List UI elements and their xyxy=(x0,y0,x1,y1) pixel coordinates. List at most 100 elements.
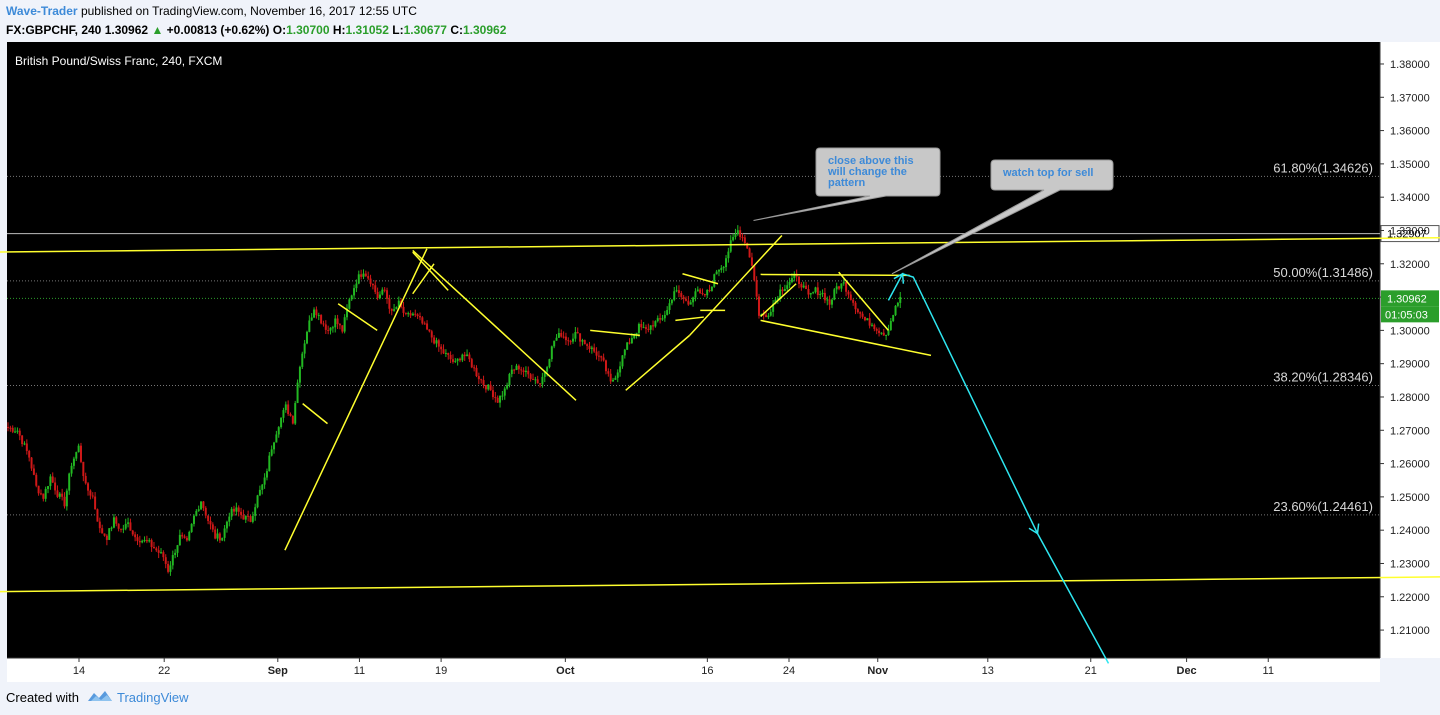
candle-body xyxy=(863,316,866,321)
candle-body xyxy=(706,289,709,296)
candle-body xyxy=(583,340,586,345)
candle-body xyxy=(160,552,163,554)
candle-body xyxy=(896,302,899,306)
created-with-text: Created with xyxy=(6,690,79,705)
last-price-tag xyxy=(1381,290,1439,307)
candle-body xyxy=(892,315,895,322)
fib-level-label: 50.00%(1.31486) xyxy=(1273,265,1373,280)
candle-body xyxy=(873,324,876,330)
candle-body xyxy=(18,430,21,436)
candle-body xyxy=(216,533,219,539)
tradingview-logo-icon[interactable] xyxy=(87,687,113,705)
time-tick-label: Dec xyxy=(1177,665,1197,677)
price-chart[interactable]: 61.80%(1.34626) 50.00%(1.31486) 38.20%(1.2… xyxy=(0,42,1440,682)
candle-body xyxy=(819,294,822,296)
candle-body xyxy=(202,501,205,508)
candle-body xyxy=(616,372,619,378)
candle-body xyxy=(579,333,582,342)
candle-body xyxy=(524,370,527,373)
candle-body xyxy=(322,323,325,325)
candle-body xyxy=(649,325,652,330)
candle-body xyxy=(294,403,297,424)
candle-body xyxy=(338,324,341,326)
candle-body xyxy=(32,468,35,475)
candle-body xyxy=(273,442,276,450)
candle-body xyxy=(727,251,730,259)
candle-body xyxy=(499,395,502,403)
time-axis[interactable] xyxy=(7,658,1380,682)
candle-body xyxy=(228,516,231,522)
candle-body xyxy=(367,276,370,279)
candle-body xyxy=(689,302,692,305)
price-tick-label: 1.28000 xyxy=(1390,392,1430,404)
candle-body xyxy=(574,332,577,339)
candle-body xyxy=(386,290,389,299)
candle-body xyxy=(89,490,92,496)
time-tick-label: 14 xyxy=(73,665,85,677)
candle-body xyxy=(96,509,99,522)
sep-rally-line xyxy=(284,248,428,551)
candle-body xyxy=(404,312,407,314)
candle-body xyxy=(207,515,210,521)
candle-body xyxy=(324,324,327,330)
candle-body xyxy=(480,379,483,381)
callout-text: watch top for sell xyxy=(1002,167,1093,179)
candle-body xyxy=(793,273,796,279)
candle-body xyxy=(167,563,170,572)
time-tick-label: Nov xyxy=(867,665,889,677)
candle-body xyxy=(762,314,765,316)
candle-body xyxy=(619,366,622,373)
author-link[interactable]: Wave-Trader xyxy=(6,4,78,18)
candle-body xyxy=(44,488,47,499)
candle-body xyxy=(91,495,94,497)
candle-body xyxy=(103,533,106,536)
candle-body xyxy=(823,292,826,301)
candle-body xyxy=(666,309,669,315)
candle-body xyxy=(527,370,530,375)
low-label: L: xyxy=(392,23,404,37)
countdown-value: 01:05:03 xyxy=(1385,309,1428,321)
candle-body xyxy=(49,476,52,487)
tradingview-link[interactable]: TradingView xyxy=(117,690,189,705)
time-tick-label: 13 xyxy=(982,665,994,677)
candle-body xyxy=(72,458,75,466)
candle-body xyxy=(65,490,68,507)
candle-body xyxy=(852,299,855,303)
candle-body xyxy=(148,540,151,542)
candle-body xyxy=(242,514,245,520)
candle-body xyxy=(710,286,713,291)
time-tick-label: 11 xyxy=(354,665,365,677)
candle-body xyxy=(251,515,254,522)
candle-body xyxy=(717,270,720,272)
candle-body xyxy=(576,332,579,334)
candle-body xyxy=(560,332,563,337)
candle-body xyxy=(433,337,436,344)
candle-body xyxy=(623,349,626,356)
candle-body xyxy=(572,338,575,342)
callout-bubble xyxy=(891,159,1114,275)
candle-body xyxy=(550,346,553,360)
candle-body xyxy=(98,521,101,529)
candle-body xyxy=(786,285,789,289)
candle-body xyxy=(254,507,257,516)
candle-body xyxy=(152,547,155,549)
candle-body xyxy=(218,533,221,541)
candle-body xyxy=(503,388,506,396)
price-tick-label: 1.25000 xyxy=(1390,492,1430,504)
candle-body xyxy=(637,323,640,333)
projection-path xyxy=(887,272,1110,664)
publish-line: Wave-Trader published on TradingView.com… xyxy=(6,4,417,18)
time-tick-label: 24 xyxy=(783,665,795,677)
candle-body xyxy=(484,385,487,390)
candle-body xyxy=(790,278,793,283)
candle-body xyxy=(541,376,544,385)
price-axis[interactable] xyxy=(1380,42,1440,658)
candle-body xyxy=(58,493,61,497)
plot-area[interactable] xyxy=(7,42,1380,658)
candle-body xyxy=(461,354,464,361)
candle-body xyxy=(593,347,596,352)
candle-body xyxy=(687,300,690,305)
candle-body xyxy=(16,430,19,432)
fib-levels: 61.80%(1.34626) 50.00%(1.31486) 38.20%(1.2… xyxy=(7,160,1440,516)
candle-body xyxy=(237,507,240,512)
